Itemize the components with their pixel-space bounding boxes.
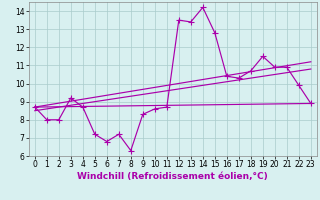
X-axis label: Windchill (Refroidissement éolien,°C): Windchill (Refroidissement éolien,°C) [77, 172, 268, 181]
